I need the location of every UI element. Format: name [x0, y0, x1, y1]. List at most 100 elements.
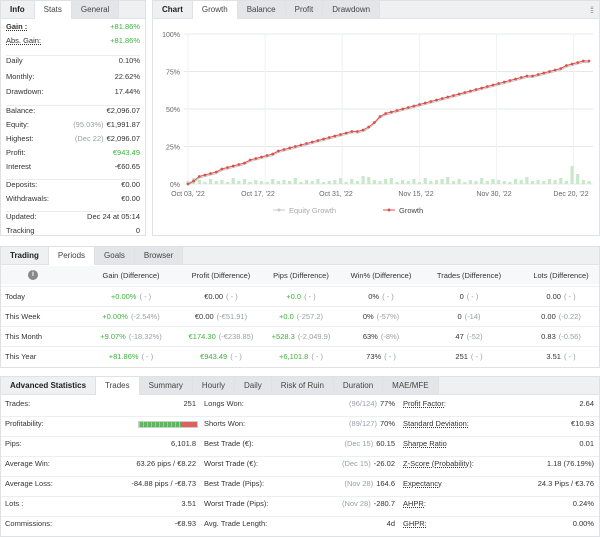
period-cell: 0.00( - ) — [516, 292, 600, 301]
legend-equity-label[interactable]: Equity Growth — [289, 206, 336, 215]
growth-point — [333, 134, 337, 138]
stat-label[interactable]: AHPR: — [403, 499, 426, 508]
column-header[interactable]: Lots (Difference) — [533, 270, 589, 280]
tab-summary[interactable]: Summary — [139, 377, 193, 394]
stat-label[interactable]: Standard Deviation: — [403, 419, 469, 428]
volume-bar — [197, 180, 201, 184]
chart-tabbar: Chart Growth Balance Profit Drawdown — [153, 1, 599, 19]
period-cell: 0( - ) — [424, 292, 514, 301]
stat-label[interactable]: Profit Factor: — [403, 399, 446, 408]
period-cell: 3.51( - ) — [516, 352, 600, 361]
info-value-text: +81.86% — [110, 36, 140, 45]
tab-stats[interactable]: Stats — [34, 1, 72, 19]
growth-point — [384, 112, 388, 115]
period-value: +9.07% — [100, 331, 126, 341]
tab-periods[interactable]: Periods — [48, 247, 96, 265]
tab-trades[interactable]: Trades — [96, 377, 140, 395]
tab-advanced-statistics[interactable]: Advanced Statistics — [1, 377, 97, 394]
tab-growth[interactable]: Growth — [192, 1, 238, 19]
ellipsis-icon[interactable]: ⁞⁞ — [589, 5, 594, 15]
info-label[interactable]: Gain : — [6, 22, 28, 31]
volume-bar — [208, 179, 213, 184]
tab-drawdown[interactable]: Drawdown — [323, 1, 381, 18]
growth-point — [316, 139, 320, 142]
tab-duration[interactable]: Duration — [333, 377, 384, 394]
info-label[interactable]: Abs. Gain: — [6, 36, 42, 45]
period-value: +0.00% — [110, 291, 137, 301]
period-difference: ( - ) — [470, 351, 483, 361]
volume-bar — [553, 180, 557, 184]
volume-bar — [389, 178, 393, 184]
growth-point — [559, 67, 563, 70]
column-header[interactable]: Profit (Difference) — [191, 270, 251, 280]
y-tick-label: 50% — [166, 107, 180, 114]
tab-trading[interactable]: Trading — [1, 247, 49, 264]
info-icon[interactable]: i — [28, 270, 38, 280]
stat-label[interactable]: Z-Score (Probability): — [403, 459, 474, 468]
stat-value: 0.00% — [572, 519, 594, 528]
volume-bar — [463, 182, 467, 184]
row-divider — [1, 326, 599, 327]
volume-bar — [474, 181, 478, 184]
tab-goals[interactable]: Goals — [95, 247, 135, 264]
volume-bar — [350, 179, 354, 184]
period-difference: (-8%) — [380, 331, 400, 341]
info-value: Dec 24 at 05:14 — [87, 210, 140, 223]
profitability-loss-fill — [181, 422, 197, 427]
equity-growth-line — [187, 62, 589, 185]
volume-bar — [293, 178, 297, 184]
tab-daily[interactable]: Daily — [235, 377, 272, 394]
stat-label: Worst Trade (Pips): — [204, 499, 269, 508]
growth-point — [446, 95, 450, 99]
periods-header-row: i Gain (Difference) Profit (Difference) Pip… — [1, 266, 599, 284]
column-header[interactable]: Gain (Difference) — [102, 270, 160, 280]
info-tabbar: Info Stats General — [1, 1, 145, 19]
stat-label[interactable]: GHPR: — [403, 519, 427, 528]
tab-balance[interactable]: Balance — [237, 1, 286, 18]
stat-label[interactable]: Expectancy — [403, 479, 442, 488]
column-header[interactable]: Pips (Difference) — [273, 270, 329, 280]
legend-equity-dot — [277, 208, 281, 212]
tab-chart[interactable]: Chart — [153, 1, 193, 18]
period-cell: 251( - ) — [424, 352, 514, 361]
period-difference: ( - ) — [563, 291, 576, 301]
period-difference: (-0.22) — [558, 311, 581, 321]
volume-bar — [271, 179, 275, 184]
volume-bar — [310, 181, 314, 184]
info-value: 22.62% — [115, 70, 140, 83]
legend-growth-label[interactable]: Growth — [399, 206, 423, 215]
growth-point — [395, 109, 399, 112]
volume-bar — [581, 180, 585, 184]
volume-bar — [480, 178, 484, 184]
tab-info[interactable]: Info — [1, 1, 35, 18]
tab-profit[interactable]: Profit — [285, 1, 324, 18]
period-cell: €943.49( - ) — [176, 352, 266, 361]
column-header[interactable]: Win% (Difference) — [350, 270, 412, 280]
info-value-text: €2,096.07 — [106, 134, 140, 143]
growth-point — [305, 142, 309, 145]
tab-general[interactable]: General — [71, 1, 120, 18]
period-cell: 0.00 (-0.22) — [516, 312, 600, 321]
info-row: Abs. Gain: +81.86% — [6, 34, 140, 47]
stat-label[interactable]: Sharpe Ratio — [403, 439, 447, 448]
period-cell: 47 (-52) — [424, 332, 514, 341]
volume-bar — [417, 182, 422, 184]
growth-point — [310, 140, 314, 144]
profitability-win-fill — [139, 422, 182, 427]
period-cell: 73%( - ) — [336, 352, 426, 361]
tab-hourly[interactable]: Hourly — [192, 377, 235, 394]
period-cell: 63% (-8%) — [336, 332, 426, 341]
stat-note: (89/127) — [349, 419, 377, 428]
column-header[interactable]: Trades (Difference) — [436, 270, 502, 280]
info-value-text: Dec 24 at 05:14 — [87, 212, 140, 221]
tab-risk-of-ruin[interactable]: Risk of Ruin — [271, 377, 334, 394]
growth-point — [502, 80, 506, 84]
tab-mae-mfe[interactable]: MAE/MFE — [383, 377, 439, 394]
info-value-text: 0 — [135, 226, 140, 235]
stat-label: Worst Trade (€): — [204, 459, 259, 468]
period-value: 3.51 — [546, 351, 561, 361]
tab-browser[interactable]: Browser — [134, 247, 184, 264]
period-difference: ( - ) — [384, 351, 396, 361]
stat-label: Avg. Trade Length: — [204, 519, 268, 528]
growth-point — [389, 110, 393, 114]
